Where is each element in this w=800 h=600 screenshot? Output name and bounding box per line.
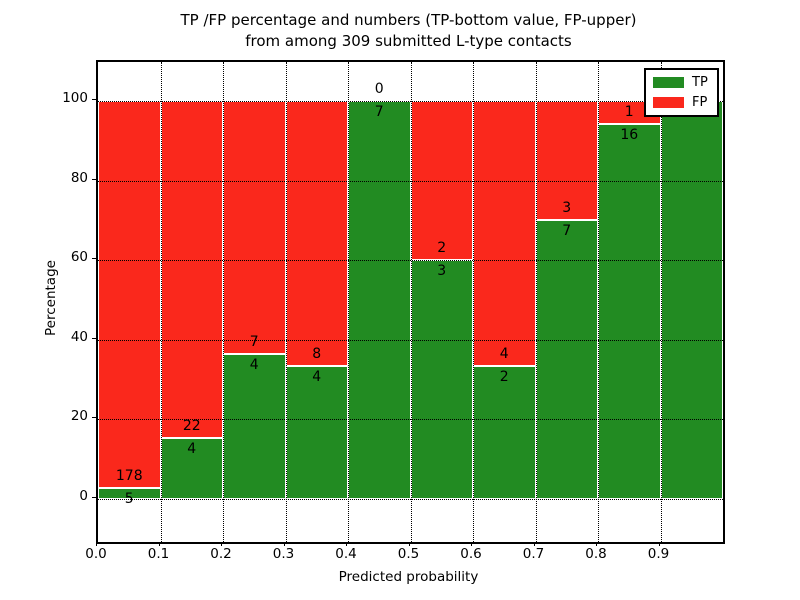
x-tick-mark-0.9 (658, 542, 660, 546)
x-tick-mark-0.1 (158, 542, 160, 546)
legend-swatch-tp (653, 77, 684, 88)
y-tick-label-40: 40 (70, 328, 88, 345)
x-tick-label-0.6: 0.6 (460, 546, 482, 562)
x-tick-mark-0.0 (96, 542, 97, 546)
bar-segment-fp-5 (410, 101, 473, 261)
x-tick-label-0.7: 0.7 (522, 546, 545, 562)
y-tick-label-0: 0 (79, 488, 88, 504)
bar-segment-fp-0 (98, 101, 161, 489)
x-tick-label-0.8: 0.8 (585, 546, 607, 562)
x-tick-label-0.4: 0.4 (335, 546, 357, 562)
x-tick-label-0.2: 0.2 (210, 546, 232, 562)
x-tick-mark-0.3 (283, 542, 285, 546)
y-tick-label-80: 80 (70, 169, 88, 186)
legend-row-fp: FP (653, 95, 708, 110)
legend: TP FP (644, 68, 719, 117)
y-tick-label-100: 100 (62, 90, 88, 106)
x-tick-mark-0.6 (471, 542, 472, 546)
x-tick-mark-0.2 (221, 542, 222, 546)
bar-segment-fp-7 (535, 101, 598, 221)
bar-segment-fp-2 (223, 101, 286, 355)
bar-segment-tp-4 (348, 101, 411, 499)
y-tick-label-60: 60 (70, 249, 88, 266)
bar-segment-fp-3 (285, 101, 348, 367)
bar-segment-tp-0 (98, 488, 161, 499)
bar-segment-tp-1 (160, 437, 223, 499)
y-tick-mark-40 (92, 337, 96, 339)
bar-segment-tp-5 (410, 260, 473, 499)
bar-segment-tp-9 (660, 101, 723, 499)
y-tick-label-20: 20 (70, 408, 88, 425)
legend-label-fp: FP (692, 95, 708, 110)
legend-row-tp: TP (653, 75, 708, 90)
bar-segment-tp-2 (223, 354, 286, 499)
bar-segment-tp-7 (535, 220, 598, 499)
y-tick-mark-100 (92, 99, 96, 100)
x-tick-label-0.5: 0.5 (397, 546, 420, 562)
x-tick-label-0.1: 0.1 (147, 546, 170, 562)
bar-segment-fp-6 (473, 101, 536, 367)
bars-layer (98, 62, 723, 542)
bar-segment-fp-1 (160, 101, 223, 438)
chart-title-line1: TP /FP percentage and numbers (TP-bottom… (180, 11, 637, 29)
x-tick-mark-0.7 (533, 542, 535, 546)
bar-segment-tp-3 (285, 366, 348, 499)
legend-swatch-fp (653, 97, 684, 108)
x-tick-label-0.9: 0.9 (647, 546, 670, 562)
y-tick-mark-80 (92, 178, 96, 180)
x-tick-label-0.0: 0.0 (85, 546, 107, 562)
bar-segment-tp-6 (473, 366, 536, 499)
legend-label-tp: TP (692, 75, 708, 90)
x-axis-label: Predicted probability (338, 569, 479, 585)
x-tick-mark-0.5 (408, 542, 410, 546)
chart-title: TP /FP percentage and numbers (TP-bottom… (96, 10, 721, 52)
y-tick-mark-20 (92, 417, 96, 419)
x-tick-label-0.3: 0.3 (272, 546, 295, 562)
chart-title-line2: from among 309 submitted L-type contacts (245, 32, 572, 50)
bar-segment-tp-8 (598, 124, 661, 499)
y-tick-mark-0 (92, 497, 96, 498)
y-tick-mark-60 (92, 258, 96, 260)
x-tick-mark-0.8 (596, 542, 597, 546)
y-axis-label: Percentage (43, 260, 59, 336)
x-tick-mark-0.4 (346, 542, 347, 546)
